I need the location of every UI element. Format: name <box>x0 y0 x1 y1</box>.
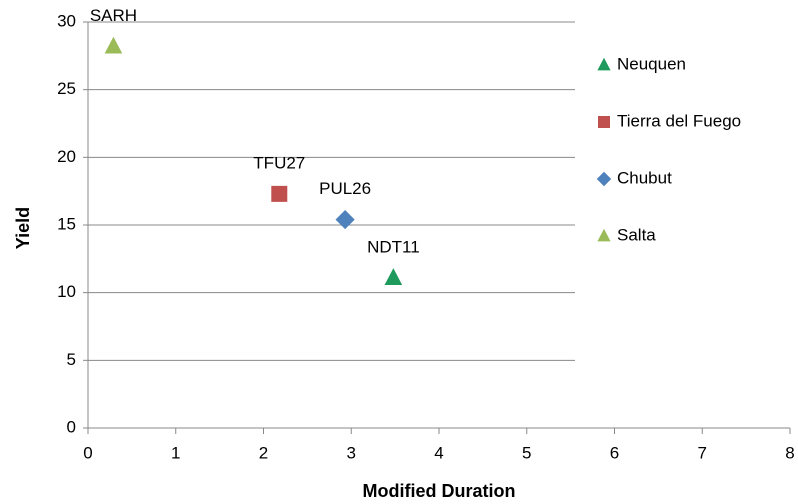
y-axis-title: Yield <box>13 207 33 249</box>
data-label: SARH <box>90 6 137 25</box>
point <box>384 268 403 285</box>
y-tick-label: 30 <box>57 11 76 30</box>
legend-label: Salta <box>617 225 656 244</box>
x-tick-label: 5 <box>522 443 531 462</box>
point <box>104 36 123 54</box>
y-tick-label: 15 <box>57 214 76 233</box>
point <box>335 209 355 230</box>
y-tick-label: 25 <box>57 79 76 98</box>
x-tick-label: 4 <box>434 443 443 462</box>
legend-label: Chubut <box>617 168 672 187</box>
marker <box>597 57 611 71</box>
marker <box>597 228 611 242</box>
data-label: TFU27 <box>253 153 305 172</box>
x-tick-label: 7 <box>698 443 707 462</box>
x-tick-label: 0 <box>83 443 92 462</box>
y-tick-label: 5 <box>67 350 76 369</box>
marker <box>598 116 610 128</box>
y-tick-label: 0 <box>67 417 76 436</box>
legend-label: Tierra del Fuego <box>617 111 741 130</box>
legend-label: Neuquen <box>617 54 686 73</box>
x-tick-label: 8 <box>785 443 794 462</box>
data-label: NDT11 <box>367 237 420 256</box>
x-tick-label: 1 <box>171 443 180 462</box>
x-tick-label: 3 <box>347 443 356 462</box>
x-axis-title: Modified Duration <box>363 481 516 501</box>
marker <box>596 171 612 187</box>
y-tick-label: 20 <box>57 147 76 166</box>
y-tick-label: 10 <box>57 282 76 301</box>
data-label: PUL26 <box>319 179 371 198</box>
x-tick-label: 2 <box>259 443 268 462</box>
x-tick-label: 6 <box>610 443 619 462</box>
point <box>271 185 288 202</box>
